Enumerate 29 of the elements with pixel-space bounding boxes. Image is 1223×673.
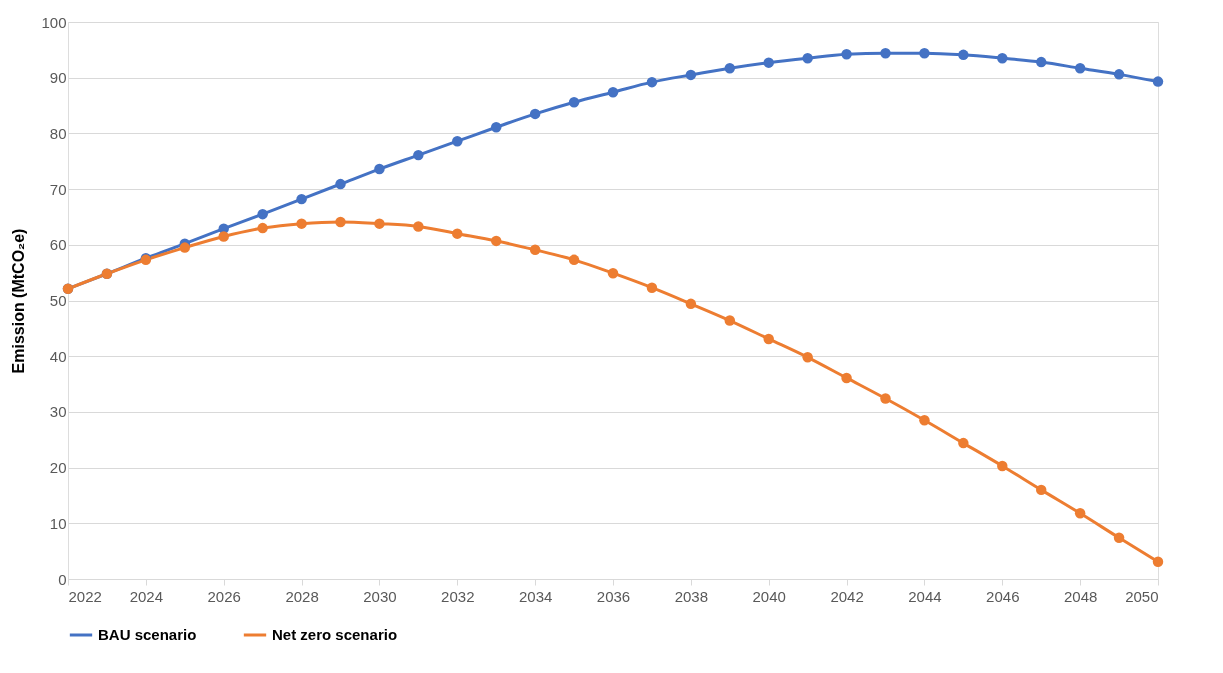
y-tick-label: 50 [49,292,67,309]
y-tick-label: 20 [49,459,67,477]
x-tick-label: 2034 [518,587,553,605]
y-tick-label: 0 [58,570,67,588]
y-axis-title: Emission (MtCO₂e) [10,228,28,374]
legend-label: Net zero scenario [272,626,398,643]
x-tick-label: 2026 [207,587,241,605]
y-tick-label: 10 [49,514,67,532]
x-tick-label: 2040 [752,587,786,605]
y-tick-label: 100 [41,13,67,31]
x-tick-label: 2022 [68,587,102,605]
x-tick-label: 2050 [1125,587,1159,605]
x-tick-label: 2036 [596,587,631,605]
x-tick-label: 2044 [908,587,942,605]
x-tick-label: 2030 [363,587,397,605]
x-tick-label: 2048 [1063,587,1098,605]
y-tick-label: 90 [49,69,67,87]
y-tick-label: 60 [49,236,67,254]
y-tick-label: 40 [49,347,67,365]
x-tick-label: 2046 [986,587,1020,605]
x-tick-label: 2024 [129,587,164,605]
legend-label: BAU scenario [98,626,197,643]
x-tick-label: 2042 [830,587,864,605]
x-tick-label: 2038 [674,587,709,605]
x-tick-label: 2032 [441,587,475,605]
y-tick-label: 30 [49,403,67,421]
y-tick-label: 80 [49,124,67,142]
x-tick-label: 2028 [285,587,319,605]
y-tick-label: 70 [49,180,67,198]
